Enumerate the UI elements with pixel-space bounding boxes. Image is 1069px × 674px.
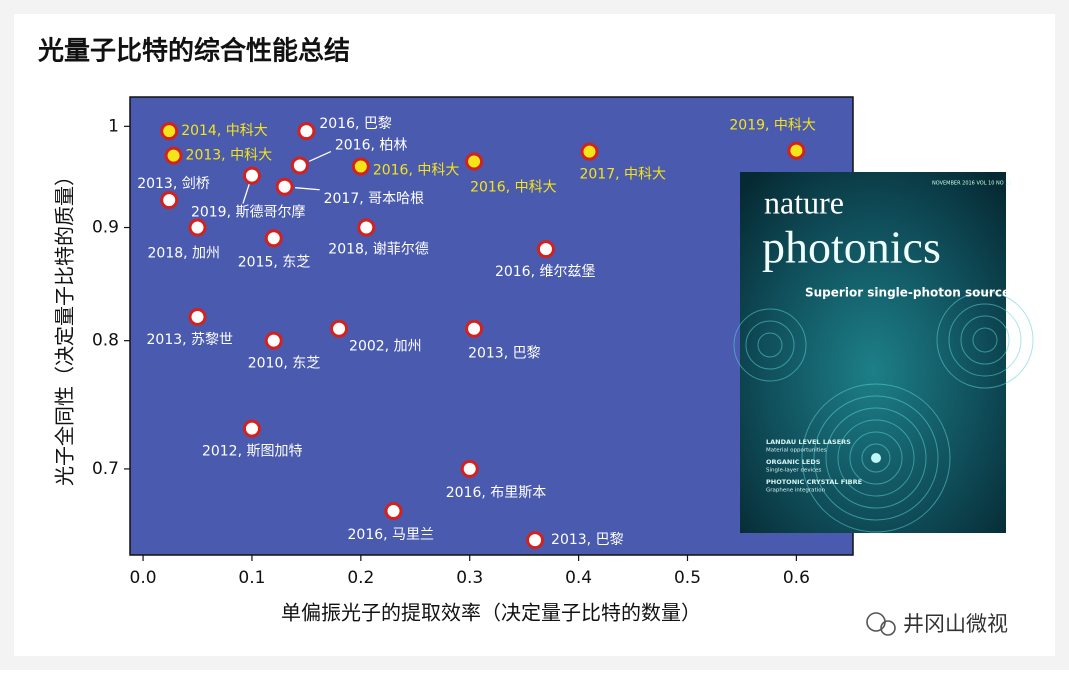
y-tick-label: 1 [108, 116, 119, 136]
cover-items: LANDAU LEVEL LASERS Material opportunitie… [766, 438, 862, 494]
point [465, 152, 484, 171]
point [351, 157, 370, 176]
y-axis-label: 光子全同性（决定量子比特的质量） [53, 166, 77, 486]
point-label: 2013, 剑桥 [137, 176, 210, 192]
point [242, 166, 261, 185]
point-label: 2016, 马里兰 [348, 527, 435, 543]
point-label: 2016, 中科大 [373, 163, 460, 179]
point-label: 2018, 加州 [148, 246, 221, 262]
point-label: 2012, 斯图加特 [202, 444, 303, 460]
point-label: 2016, 布里斯本 [446, 485, 547, 501]
point-label: 2019, 斯德哥尔摩 [191, 204, 306, 221]
watermark-text: 井冈山微视 [903, 612, 1008, 636]
cover-date: NOVEMBER 2016 VOL 10 NO 11 [932, 181, 1012, 187]
cover-item: LANDAU LEVEL LASERS [766, 438, 851, 446]
y-tick-label: 0.9 [92, 218, 119, 238]
point [536, 240, 555, 259]
cover-headline: Superior single-photon sources [805, 286, 1017, 300]
cover-item: Graphene integration [766, 488, 826, 494]
x-tick-label: 0.1 [238, 568, 265, 588]
point [242, 419, 261, 438]
cover-item: Single-layer devices [766, 468, 822, 474]
point [384, 501, 403, 520]
point-label: 2017, 哥本哈根 [324, 191, 425, 207]
point [460, 459, 479, 478]
point-label: 2013, 巴黎 [551, 532, 624, 548]
point [188, 218, 207, 237]
point-label: 2014, 中科大 [181, 123, 268, 139]
watermark: 井冈山微视 [866, 612, 1008, 636]
x-tick-label: 0.2 [347, 568, 374, 588]
x-tick-label: 0.3 [456, 568, 483, 588]
x-tick-label: 0.0 [130, 568, 157, 588]
label-arrow [308, 150, 332, 162]
point-label: 2015, 东芝 [238, 254, 311, 270]
point [264, 229, 283, 248]
point [290, 156, 309, 175]
label-arrow [295, 187, 320, 191]
point [465, 319, 484, 338]
point [526, 531, 545, 550]
y-tick-label: 0.8 [92, 331, 119, 351]
point-label: 2010, 东芝 [248, 356, 321, 372]
x-axis-label: 单偏振光子的提取效率（决定量子比特的数量） [281, 601, 701, 625]
point [787, 141, 806, 160]
point-label: 2013, 苏黎世 [147, 332, 234, 348]
point-label: 2016, 柏林 [335, 138, 408, 154]
point [330, 319, 349, 338]
point-label: 2016, 中科大 [470, 180, 557, 196]
point-label: 2013, 中科大 [186, 148, 273, 164]
cover-item: PHOTONIC CRYSTAL FIBRE [766, 478, 862, 486]
point-label: 2016, 维尔兹堡 [495, 264, 596, 280]
point [264, 331, 283, 350]
label-arrow [242, 183, 250, 204]
point [275, 177, 294, 196]
point-label: 2013, 巴黎 [468, 346, 541, 362]
x-tick-label: 0.5 [674, 568, 701, 588]
point-label: 2017, 中科大 [579, 167, 666, 183]
point-label: 2019, 中科大 [729, 118, 816, 134]
point [164, 146, 183, 165]
watermark-icon [880, 620, 896, 636]
x-tick-label: 0.4 [565, 568, 592, 588]
cover-glow [871, 453, 881, 463]
point [160, 122, 179, 141]
point [580, 142, 599, 161]
point-label: 2002, 加州 [349, 339, 422, 355]
chart-title: 光量子比特的综合性能总结 [37, 36, 350, 67]
point [160, 191, 179, 210]
cover-title: nature [764, 184, 844, 220]
plot: 2014, 中科大 2013, 中科大 2016, 巴黎 2016, 柏林 2016, … [137, 116, 816, 550]
point [357, 218, 376, 237]
cover-item: Material opportunities [766, 448, 827, 454]
x-tick-label: 0.6 [783, 568, 810, 588]
cover-title: photonics [762, 222, 941, 273]
cover-item: ORGANIC LEDS [766, 458, 821, 466]
cover-background [740, 172, 1006, 533]
point [297, 122, 316, 141]
cover-rings [733, 291, 1034, 533]
y-tick-label: 0.7 [92, 459, 119, 479]
point-label: 2016, 巴黎 [319, 116, 392, 132]
journal-cover: NOVEMBER 2016 VOL 10 NO 11 nature photon… [733, 172, 1034, 533]
point-label: 2018, 谢菲尔德 [328, 242, 429, 258]
point [188, 307, 207, 326]
